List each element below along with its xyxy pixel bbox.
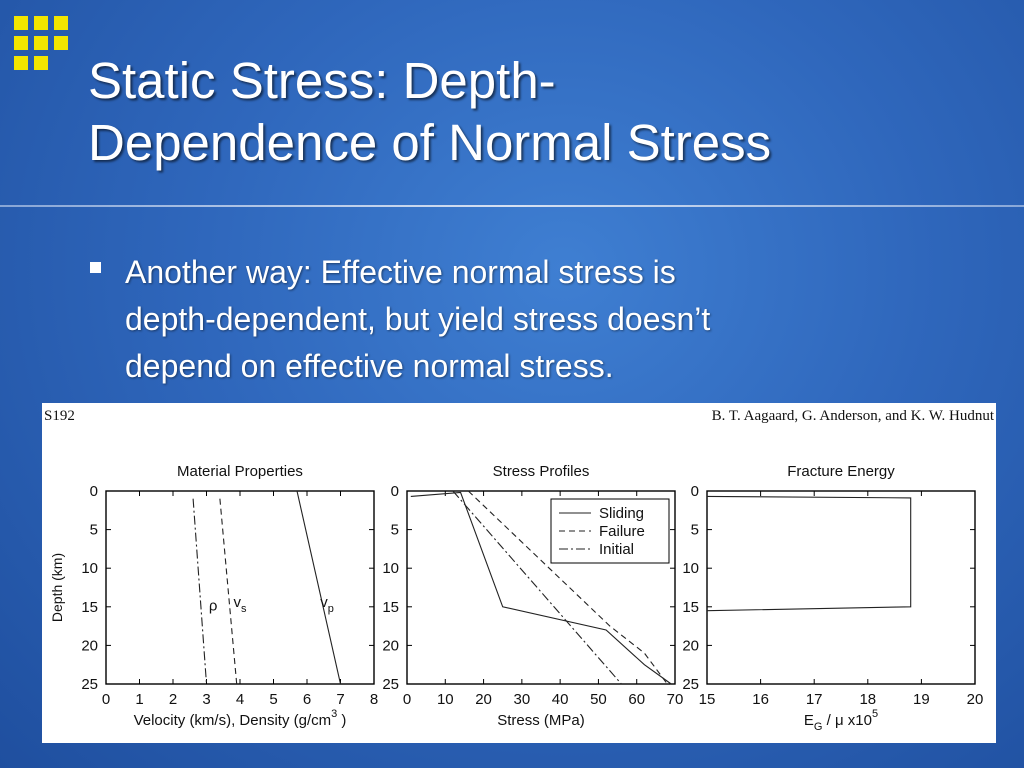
- y-tick-label: 20: [382, 637, 399, 654]
- x-tick-label: 20: [475, 691, 492, 708]
- legend-label: Initial: [599, 541, 634, 558]
- figure-authors: B. T. Aagaard, G. Anderson, and K. W. Hu…: [712, 408, 995, 424]
- x-tick-label: 70: [667, 691, 684, 708]
- series-line-1: [410, 491, 672, 685]
- figure-page-id: S192: [44, 408, 75, 424]
- logo-squares: [14, 16, 86, 86]
- x-tick-label: 19: [913, 691, 930, 708]
- series-line-3: [296, 490, 342, 685]
- x-tick-label: 8: [370, 691, 378, 708]
- series-label: vs: [234, 594, 248, 615]
- x-tick-label: 2: [169, 691, 177, 708]
- x-tick-label: 0: [403, 691, 411, 708]
- chart-title: Stress Profiles: [493, 463, 590, 480]
- x-tick-label: 7: [336, 691, 344, 708]
- series-label-main: v: [320, 594, 328, 611]
- chart-2: Stress Profiles 0 10 20 30 40 50 60 70 0 5 10 15 20 25…: [382, 463, 683, 729]
- x-axis-label-sup: 5: [872, 708, 878, 720]
- chart-3: Fracture Energy 15 16 17 18 19 20 0 5 10 15 20 25 EG …: [682, 463, 983, 733]
- x-tick-label: 15: [699, 691, 716, 708]
- y-tick-label: 10: [682, 560, 699, 577]
- x-tick-label: 10: [437, 691, 454, 708]
- y-tick-label: 10: [81, 560, 98, 577]
- x-tick-label: 3: [202, 691, 210, 708]
- plot-frame: [706, 490, 976, 685]
- bullet-square-icon: [90, 262, 101, 273]
- bullet-line-2: depth-dependent, but yield stress doesn’…: [125, 301, 711, 337]
- legend-label: Sliding: [599, 505, 644, 522]
- x-tick-label: 30: [514, 691, 531, 708]
- x-tick-label: 16: [752, 691, 769, 708]
- x-tick-label: 4: [236, 691, 244, 708]
- x-tick-label: 50: [590, 691, 607, 708]
- y-tick-label: 5: [90, 522, 98, 539]
- y-tick-label: 0: [90, 483, 98, 500]
- plot-frame: [406, 490, 676, 685]
- x-tick-label: 20: [967, 691, 984, 708]
- x-tick-label: 1: [135, 691, 143, 708]
- x-axis-label-main: Velocity (km/s), Density (g/cm: [134, 712, 332, 729]
- bullet-line-3: depend on effective normal stress.: [125, 348, 614, 384]
- x-tick-label: 17: [806, 691, 823, 708]
- figure-panel: S192 B. T. Aagaard, G. Anderson, and K. …: [42, 403, 996, 743]
- slide-title: Static Stress: Depth- Dependence of Norm…: [88, 50, 988, 174]
- y-tick-label: 5: [691, 522, 699, 539]
- y-tick-label: 20: [682, 637, 699, 654]
- y-tick-label: 0: [691, 483, 699, 500]
- series-label: vp: [320, 594, 334, 615]
- y-tick-label: 5: [391, 522, 399, 539]
- x-tick-label: 0: [102, 691, 110, 708]
- series-line-1: [706, 495, 912, 612]
- series-line-1: [192, 498, 208, 685]
- slide-title-line-1: Static Stress: Depth-: [88, 52, 556, 109]
- y-tick-label: 0: [391, 483, 399, 500]
- x-axis-label-mid: / μ x10: [822, 712, 872, 729]
- y-tick-label: 15: [682, 599, 699, 616]
- title-divider: [0, 205, 1024, 207]
- x-tick-label: 5: [269, 691, 277, 708]
- x-axis-label: Velocity (km/s), Density (g/cm3 ): [134, 708, 347, 729]
- y-tick-label: 15: [382, 599, 399, 616]
- series-line-2: [219, 498, 238, 685]
- series-line-3: [452, 490, 622, 685]
- y-tick-label: 10: [382, 560, 399, 577]
- y-axis-label: Depth (km): [49, 553, 65, 622]
- y-tick-label: 25: [81, 676, 98, 693]
- y-tick-label: 25: [382, 676, 399, 693]
- x-axis-label: EG / μ x105: [804, 708, 878, 733]
- x-axis-label-main: E: [804, 712, 814, 729]
- x-tick-label: 60: [628, 691, 645, 708]
- x-axis-label-end: ): [337, 712, 346, 729]
- series-label: ρ: [209, 598, 218, 615]
- x-tick-label: 6: [303, 691, 311, 708]
- x-axis-label: Stress (MPa): [497, 712, 585, 729]
- legend-label: Failure: [599, 523, 645, 540]
- series-label-sub: s: [241, 603, 247, 615]
- y-tick-label: 20: [81, 637, 98, 654]
- chart-title: Fracture Energy: [787, 463, 895, 480]
- figure-svg: S192 B. T. Aagaard, G. Anderson, and K. …: [44, 408, 995, 733]
- y-tick-label: 15: [81, 599, 98, 616]
- x-axis-label-sup: 3: [331, 708, 337, 720]
- bullet-text: Another way: Effective normal stress is …: [125, 249, 945, 390]
- chart-title: Material Properties: [177, 463, 303, 480]
- x-tick-label: 40: [552, 691, 569, 708]
- x-axis-label-sub: G: [814, 721, 823, 733]
- slide-title-line-2: Dependence of Normal Stress: [88, 114, 772, 171]
- series-label-main: ρ: [209, 598, 218, 615]
- bullet-line-1: Another way: Effective normal stress is: [125, 254, 676, 290]
- y-tick-label: 25: [682, 676, 699, 693]
- series-label-main: v: [234, 594, 242, 611]
- series-label-sub: p: [328, 603, 334, 615]
- x-tick-label: 18: [859, 691, 876, 708]
- chart-1: Material Properties 0 1 2 3 4 5 6 7 8 0 5 10 15 20 25 De…: [49, 463, 378, 729]
